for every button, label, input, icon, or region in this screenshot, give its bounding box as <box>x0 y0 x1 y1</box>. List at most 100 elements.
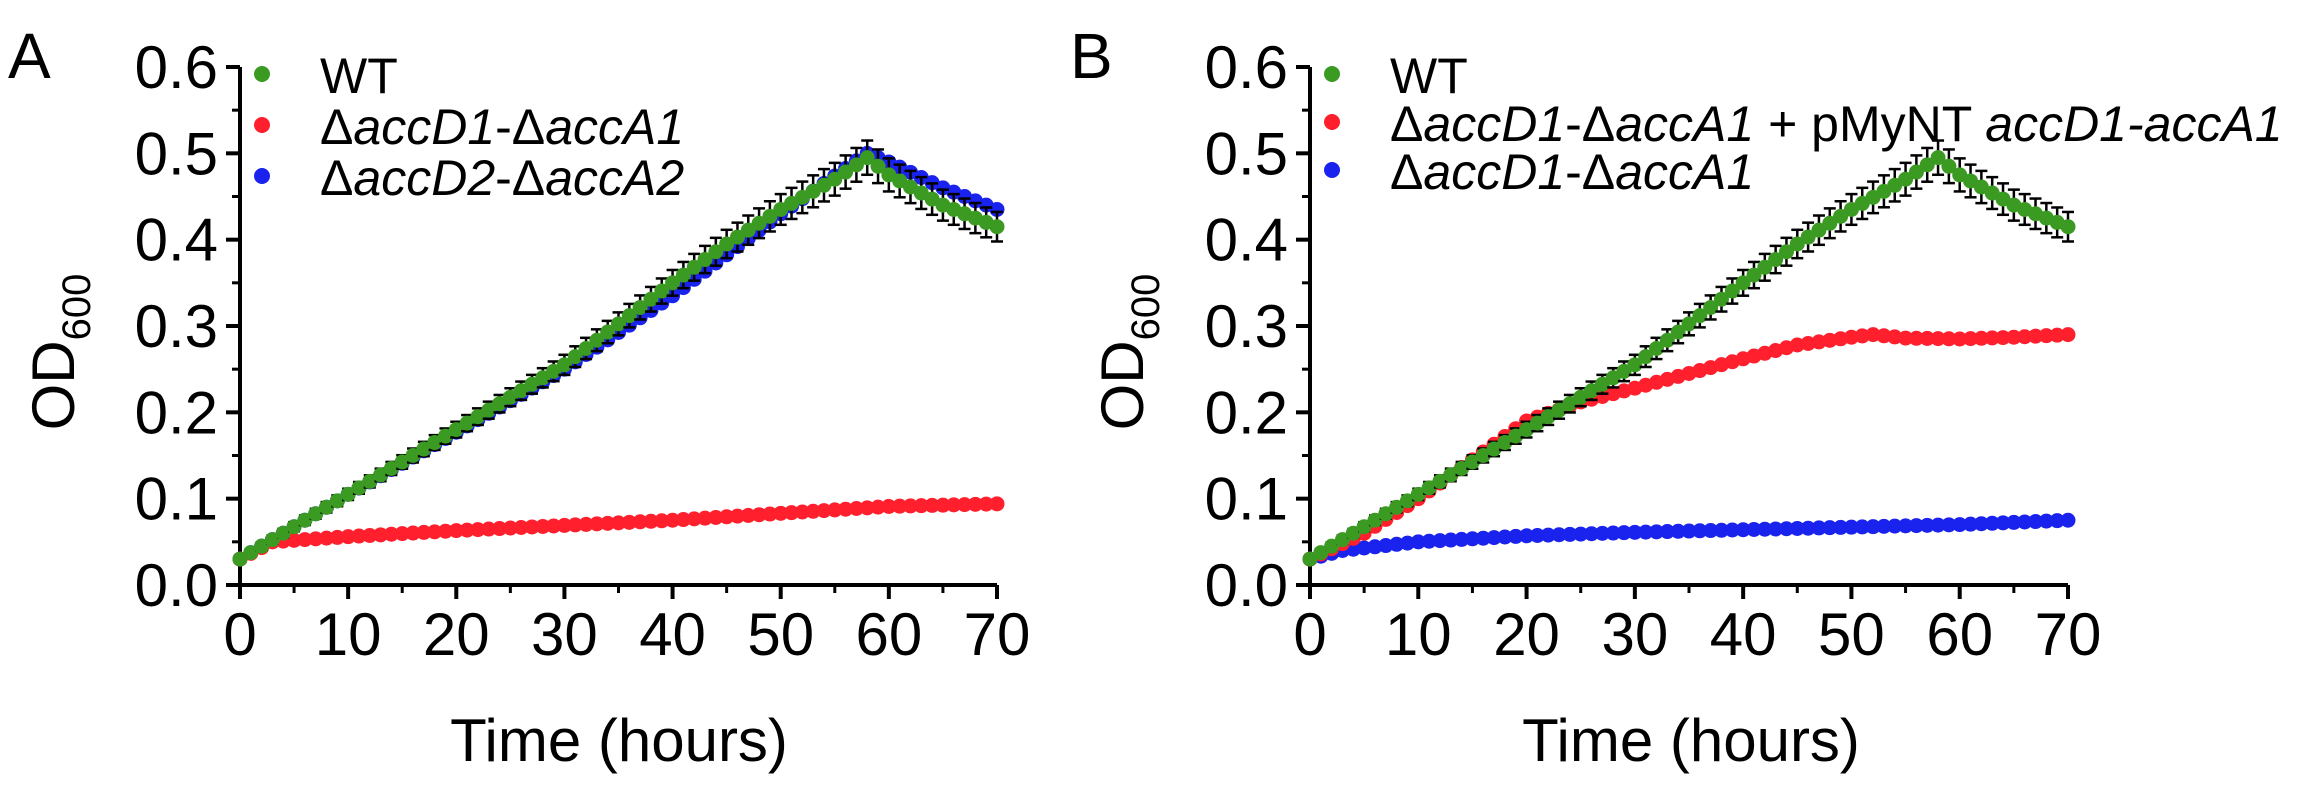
data-point <box>437 428 453 444</box>
data-point <box>1605 525 1621 541</box>
data-point <box>848 157 864 173</box>
data-point <box>1800 520 1816 536</box>
x-tick-label: 30 <box>531 601 598 668</box>
data-point <box>1984 330 2000 346</box>
y-tick-label: 0.1 <box>1205 466 1288 533</box>
data-point <box>362 527 378 543</box>
data-point <box>1930 517 1946 533</box>
data-point <box>740 507 756 523</box>
data-point <box>881 498 897 514</box>
data-point <box>665 275 681 291</box>
series-2 <box>232 496 1005 567</box>
data-point <box>838 501 854 517</box>
data-point <box>1963 331 1979 347</box>
data-point <box>827 171 843 187</box>
data-point <box>437 523 453 539</box>
data-point <box>2017 514 2033 530</box>
data-point <box>708 509 724 525</box>
data-point <box>1367 539 1383 555</box>
series-1 <box>1302 139 2076 567</box>
data-point <box>427 435 443 451</box>
data-point <box>373 527 389 543</box>
data-point <box>394 454 410 470</box>
data-point <box>1540 527 1556 543</box>
y-tick-label: 0.2 <box>135 379 218 446</box>
data-point <box>1616 363 1632 379</box>
y-tick-label: 0.6 <box>1205 34 1288 101</box>
data-point <box>329 529 345 545</box>
data-point <box>535 370 551 386</box>
data-point <box>373 467 389 483</box>
y-tick-label: 0.3 <box>1205 293 1288 360</box>
data-point <box>1421 480 1437 496</box>
data-point <box>686 259 702 275</box>
data-point <box>535 518 551 534</box>
data-point <box>870 158 886 174</box>
data-point <box>740 222 756 238</box>
data-point <box>578 516 594 532</box>
data-point <box>1486 530 1502 546</box>
data-point <box>1984 515 2000 531</box>
data-point <box>643 291 659 307</box>
data-point <box>1757 259 1773 275</box>
data-point <box>1659 524 1675 540</box>
data-point <box>621 514 637 530</box>
data-point <box>1410 534 1426 550</box>
data-point <box>308 506 324 522</box>
data-point <box>2038 513 2054 529</box>
data-point <box>1952 517 1968 533</box>
data-point <box>1443 467 1459 483</box>
data-point <box>1302 551 1318 567</box>
data-point <box>643 513 659 529</box>
data-point <box>264 532 280 548</box>
y-tick-label: 0.2 <box>1205 379 1288 446</box>
data-point <box>502 389 518 405</box>
data-point <box>600 324 616 340</box>
data-point <box>427 524 443 540</box>
data-point <box>600 515 616 531</box>
data-point <box>481 402 497 418</box>
data-point <box>394 526 410 542</box>
data-point <box>686 511 702 527</box>
data-point <box>1865 519 1881 535</box>
data-point <box>1681 316 1697 332</box>
data-point <box>1454 460 1470 476</box>
x-tick-label: 50 <box>747 601 814 668</box>
legend-label: WT <box>320 48 398 104</box>
legend-label: ΔaccD1-ΔaccA1 <box>320 99 684 155</box>
data-point <box>1356 519 1372 535</box>
data-point <box>1540 409 1556 425</box>
data-point <box>1854 519 1870 535</box>
data-point <box>1898 330 1914 346</box>
x-tick-label: 50 <box>1818 601 1885 668</box>
y-tick-label: 0.5 <box>1205 120 1288 187</box>
data-point <box>513 383 529 399</box>
data-point <box>2049 513 2065 529</box>
data-point <box>1529 415 1545 431</box>
data-point <box>632 514 648 530</box>
panel-a: A OD600 Time (hours) 0.0 0.1 0.2 0.3 0.4 0.5 0… <box>8 20 1030 774</box>
data-point <box>859 500 875 516</box>
data-point <box>870 499 886 515</box>
data-point <box>524 519 540 535</box>
data-point <box>1735 522 1751 538</box>
data-point <box>729 229 745 245</box>
data-point <box>1659 332 1675 348</box>
data-point <box>275 525 291 541</box>
data-point <box>1746 267 1762 283</box>
data-point <box>448 523 464 539</box>
data-point <box>1876 328 1892 344</box>
data-point <box>1573 526 1589 542</box>
data-point <box>1919 157 1935 173</box>
data-point <box>567 349 583 365</box>
data-point <box>924 497 940 513</box>
data-point <box>383 526 399 542</box>
data-point <box>340 486 356 502</box>
data-point <box>751 507 767 523</box>
data-point <box>989 496 1005 512</box>
y-tick-label: 0.1 <box>135 466 218 533</box>
data-point <box>935 497 951 513</box>
data-point <box>1464 531 1480 547</box>
data-point <box>762 208 778 224</box>
